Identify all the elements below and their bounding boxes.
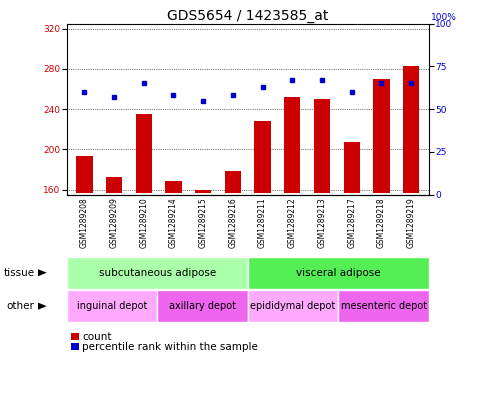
Text: subcutaneous adipose: subcutaneous adipose [99,268,216,278]
Bar [76,156,93,193]
Bar [106,178,122,193]
Title: GDS5654 / 1423585_at: GDS5654 / 1423585_at [167,9,328,22]
Polygon shape [38,269,47,276]
Bar [344,142,360,193]
Text: tissue: tissue [3,268,35,278]
Text: mesenteric depot: mesenteric depot [341,301,426,311]
Bar [314,99,330,193]
Bar [225,171,241,193]
Text: inguinal depot: inguinal depot [77,301,147,311]
Text: other: other [6,301,35,311]
Bar [195,189,211,193]
Bar [403,66,419,193]
Polygon shape [38,303,47,310]
Bar [136,114,152,193]
Text: visceral adipose: visceral adipose [296,268,381,278]
Text: axillary depot: axillary depot [169,301,236,311]
Text: count: count [82,332,112,342]
Text: percentile rank within the sample: percentile rank within the sample [82,342,258,352]
Bar [373,79,389,193]
Text: epididymal depot: epididymal depot [250,301,336,311]
Text: 100%: 100% [431,13,457,22]
Bar [254,121,271,193]
Bar [165,182,181,193]
Bar [284,97,300,193]
